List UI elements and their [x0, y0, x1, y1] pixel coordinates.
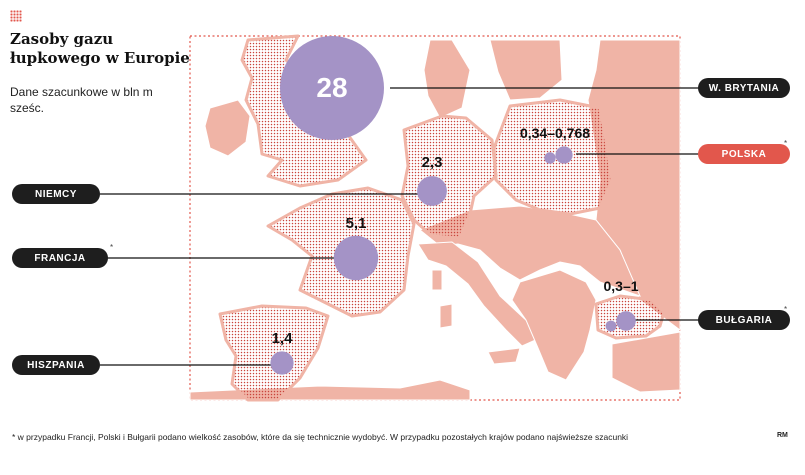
- bubble-pl-1: [555, 146, 573, 164]
- bubble-pl-0: [544, 152, 556, 164]
- credit: RM: [777, 432, 788, 439]
- background-land: [189, 39, 681, 401]
- leader-lines: [100, 87, 700, 366]
- footnote-marker-france: *: [110, 243, 114, 252]
- footnote-marker-bulgaria: *: [784, 305, 788, 314]
- value-label-france: 5,1: [345, 215, 367, 232]
- country-shape-germany: [400, 114, 498, 240]
- country-label-uk: W. BRYTANIA: [698, 78, 790, 98]
- country-label-france: FRANCJA: [12, 248, 108, 268]
- value-label-spain: 1,4: [271, 330, 293, 347]
- bubble-bg-1: [616, 311, 636, 331]
- value-label-uk: 28: [316, 72, 348, 103]
- country-label-poland: POLSKA: [698, 144, 790, 164]
- header-dots-icon: [10, 10, 22, 22]
- bubble-es: [270, 351, 294, 375]
- country-shape-spain: [218, 304, 330, 402]
- country-label-germany: NIEMCY: [12, 184, 100, 204]
- map-subtitle: Dane szacunkowe w bln m sześc.: [10, 85, 153, 115]
- country-label-bulgaria: BUŁGARIA: [698, 310, 790, 330]
- footnote: * w przypadku Francji, Polski i Bułgarii…: [12, 432, 629, 442]
- footnote-marker-poland: *: [784, 139, 788, 148]
- value-label-bulgaria: 0,3–1: [603, 278, 639, 294]
- bubble-fr: [333, 235, 379, 281]
- value-label-poland: 0,34–0,768: [519, 125, 591, 141]
- bubble-uk: [280, 36, 384, 140]
- country-label-spain: HISZPANIA: [12, 355, 100, 375]
- bubble-de: [417, 176, 447, 206]
- bubble-bg-0: [605, 320, 617, 332]
- map-title: Zasoby gazu łupkowego w Europie: [10, 30, 190, 67]
- value-label-germany: 2,3: [421, 154, 443, 171]
- bubbles: [270, 36, 636, 375]
